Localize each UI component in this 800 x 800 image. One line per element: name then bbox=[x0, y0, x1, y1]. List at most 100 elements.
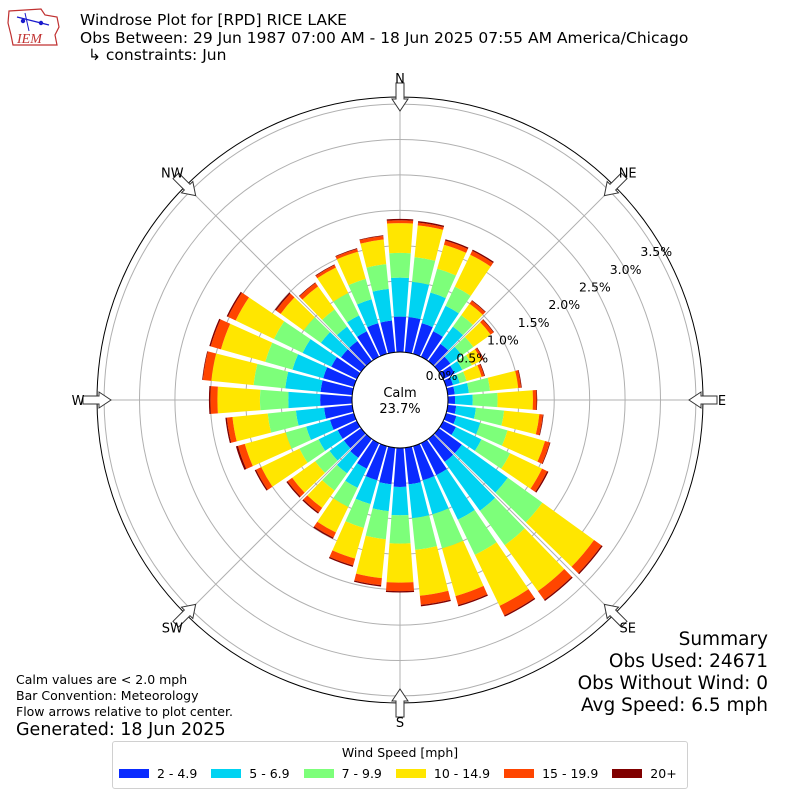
angular-grid-line bbox=[433, 185, 615, 367]
windrose-bar-segment bbox=[317, 267, 349, 302]
windrose-bar-segment bbox=[365, 443, 387, 481]
iem-logo: IEM bbox=[7, 8, 60, 47]
windrose-bar-segment bbox=[504, 597, 536, 617]
windrose-bar-segment bbox=[385, 590, 415, 593]
windrose-bar-segment bbox=[220, 323, 273, 362]
windrose-bar-segment bbox=[391, 277, 409, 317]
windrose-bar-segment bbox=[332, 521, 364, 559]
windrose-bar-segment bbox=[226, 417, 237, 443]
windrose-bar-segment bbox=[408, 482, 430, 519]
windrose-bar-segment bbox=[347, 315, 367, 337]
windrose-bar-segment bbox=[443, 377, 454, 387]
windrose-bar-segment bbox=[365, 508, 389, 540]
compass-label: SW bbox=[162, 622, 183, 637]
windrose-bar-segment bbox=[578, 545, 603, 575]
windrose-bar-segment bbox=[445, 286, 471, 314]
windrose-bar-segment bbox=[391, 486, 409, 516]
radial-tick-label: 0.5% bbox=[456, 350, 488, 365]
windrose-bar-segment bbox=[497, 390, 533, 410]
wind-speed-legend: Wind Speed [mph] 2 - 4.9 5 - 6.9 7 - 9.9… bbox=[112, 741, 688, 789]
windrose-bar-segment bbox=[276, 293, 295, 314]
radial-tick-label: 1.0% bbox=[487, 333, 519, 348]
windrose-bar-segment bbox=[336, 251, 366, 286]
windrose-bar-segment bbox=[535, 414, 543, 436]
windrose-bar-segment bbox=[487, 370, 519, 391]
angular-grid-line bbox=[185, 433, 367, 615]
flow-arrow-note: Flow arrows relative to plot center. bbox=[16, 704, 233, 719]
windrose-bar-segment bbox=[464, 322, 491, 348]
windrose-bar-segment bbox=[253, 363, 289, 389]
radial-tick-label: 2.5% bbox=[579, 279, 611, 294]
windrose-bar-segment bbox=[420, 599, 451, 607]
windrose-bar-segment bbox=[446, 404, 457, 414]
windrose-bar-segment bbox=[445, 239, 469, 249]
windrose-bar-segment bbox=[413, 323, 433, 357]
windrose-bar-segment bbox=[386, 582, 414, 592]
angular-grid-line bbox=[433, 433, 615, 615]
windrose-bar-segment bbox=[261, 448, 308, 487]
windrose-bar-segment bbox=[256, 467, 273, 490]
windrose-bar-segment bbox=[439, 420, 456, 435]
windrose-bar-segment bbox=[517, 369, 522, 388]
windrose-bar-segment bbox=[354, 573, 382, 586]
windrose-bar-segment bbox=[329, 413, 357, 430]
summary-obs-without-wind: Obs Without Wind: 0 bbox=[577, 673, 768, 694]
windrose-bar-segment bbox=[458, 594, 488, 607]
windrose-bar-segment bbox=[571, 539, 602, 574]
windrose-bar-segment bbox=[417, 222, 444, 230]
windrose-bar-segment bbox=[372, 482, 392, 512]
svg-text:IEM: IEM bbox=[16, 32, 43, 47]
windrose-bar-segment bbox=[328, 556, 354, 567]
legend-item: 20+ bbox=[612, 766, 677, 781]
windrose-bar-segment bbox=[472, 249, 494, 264]
windrose-bar-segment bbox=[476, 422, 508, 446]
windrose-bar-segment bbox=[273, 321, 311, 353]
windrose-bar-segment bbox=[389, 514, 411, 544]
windrose-bar-segment bbox=[433, 305, 459, 337]
angular-grid-line bbox=[185, 185, 367, 367]
windrose-bar-segment bbox=[274, 292, 291, 311]
radial-tick-label: 3.0% bbox=[610, 262, 642, 277]
windrose-bar-segment bbox=[372, 288, 392, 323]
windrose-bar-segment bbox=[298, 282, 316, 297]
legend-item: 5 - 6.9 bbox=[211, 766, 290, 781]
chart-subtitle-period: Obs Between: 29 Jun 1987 07:00 AM - 18 J… bbox=[80, 29, 689, 47]
windrose-bar-segment bbox=[335, 248, 358, 257]
windrose-bar-segment bbox=[359, 235, 384, 241]
compass-label: SE bbox=[619, 622, 635, 637]
windrose-bar-segment bbox=[544, 576, 573, 601]
windrose-bar-segment bbox=[386, 543, 414, 583]
windrose-bar-segment bbox=[386, 218, 414, 221]
windrose-bar-segment bbox=[454, 444, 508, 493]
windrose-bar-segment bbox=[476, 347, 485, 360]
flow-arrow-icon bbox=[82, 391, 112, 409]
windrose-bar-segment bbox=[387, 223, 413, 254]
radial-tick-label: 3.5% bbox=[640, 244, 672, 259]
windrose-bar-segment bbox=[539, 414, 544, 436]
calm-value: 23.7% bbox=[379, 402, 420, 417]
windrose-bar-segment bbox=[447, 395, 456, 405]
windrose-bar-segment bbox=[288, 391, 321, 409]
legend-swatch bbox=[303, 769, 334, 778]
flow-arrow-icon bbox=[391, 82, 409, 112]
summary-obs-used: Obs Used: 24671 bbox=[608, 651, 768, 672]
windrose-bar-segment bbox=[530, 468, 548, 492]
windrose-bar-segment bbox=[440, 326, 464, 351]
windrose-bar-segment bbox=[469, 300, 486, 315]
flow-arrow-icon bbox=[172, 172, 197, 197]
legend-label: 5 - 6.9 bbox=[249, 766, 290, 781]
windrose-bar-segment bbox=[499, 589, 535, 616]
legend-label: 20+ bbox=[650, 766, 677, 781]
windrose-bar-segment bbox=[474, 439, 511, 469]
windrose-bar-segment bbox=[428, 434, 454, 462]
windrose-bar-segment bbox=[441, 540, 484, 597]
windrose-bar-segment bbox=[463, 365, 482, 382]
windrose-bar-segment bbox=[515, 370, 522, 388]
chart-title: Windrose Plot for [RPD] RICE LAKE bbox=[80, 11, 347, 29]
windrose-bar-segment bbox=[501, 430, 546, 462]
windrose-bar-segment bbox=[389, 252, 411, 278]
windrose-bar-segment bbox=[315, 264, 336, 279]
windrose-bar-segment bbox=[456, 371, 467, 384]
windrose-bar-segment bbox=[360, 239, 387, 268]
